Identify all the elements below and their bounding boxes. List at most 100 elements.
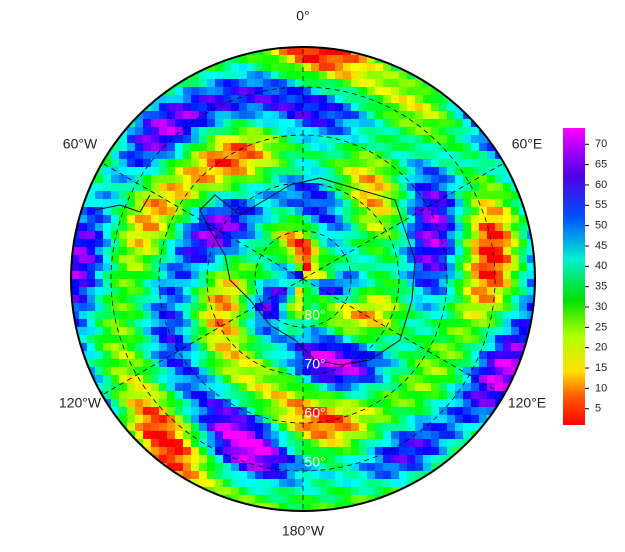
field-cell bbox=[199, 199, 208, 208]
field-cell bbox=[415, 343, 424, 352]
field-cell bbox=[247, 263, 256, 272]
field-cell bbox=[391, 191, 400, 200]
field-cell bbox=[511, 319, 520, 328]
field-cell bbox=[207, 343, 216, 352]
field-cell bbox=[111, 127, 120, 136]
field-cell bbox=[239, 207, 248, 216]
field-cell bbox=[199, 255, 208, 264]
field-cell bbox=[311, 479, 320, 488]
field-cell bbox=[175, 119, 184, 128]
field-cell bbox=[463, 271, 472, 280]
field-cell bbox=[287, 95, 296, 104]
field-cell bbox=[239, 71, 248, 80]
field-cell bbox=[311, 143, 320, 152]
field-cell bbox=[191, 423, 200, 432]
field-cell bbox=[487, 151, 496, 160]
field-cell bbox=[223, 295, 232, 304]
field-cell bbox=[287, 503, 296, 511]
field-cell bbox=[303, 79, 312, 88]
field-cell bbox=[271, 135, 280, 144]
field-cell bbox=[271, 47, 280, 56]
field-cell bbox=[287, 239, 296, 248]
field-cell bbox=[199, 103, 208, 112]
field-cell bbox=[143, 167, 152, 176]
field-cell bbox=[167, 351, 176, 360]
field-cell bbox=[319, 415, 328, 424]
field-cell bbox=[111, 303, 120, 312]
field-cell bbox=[335, 319, 344, 328]
field-cell bbox=[87, 287, 96, 296]
field-cell bbox=[367, 167, 376, 176]
field-cell bbox=[167, 183, 176, 192]
field-cell bbox=[455, 295, 464, 304]
field-cell bbox=[431, 271, 440, 280]
field-cell bbox=[279, 191, 288, 200]
field-cell bbox=[287, 439, 296, 448]
field-cell bbox=[431, 287, 440, 296]
field-cell bbox=[119, 119, 128, 128]
field-cell bbox=[175, 111, 184, 120]
field-cell bbox=[287, 303, 296, 312]
field-cell bbox=[175, 199, 184, 208]
field-cell bbox=[247, 103, 256, 112]
field-cell bbox=[335, 391, 344, 400]
field-cell bbox=[79, 207, 88, 216]
field-cell bbox=[183, 183, 192, 192]
field-cell bbox=[343, 399, 352, 408]
field-cell bbox=[319, 447, 328, 456]
field-cell bbox=[351, 223, 360, 232]
field-cell bbox=[191, 327, 200, 336]
field-cell bbox=[239, 431, 248, 440]
field-cell bbox=[191, 487, 200, 496]
field-cell bbox=[255, 135, 264, 144]
field-cell bbox=[247, 215, 256, 224]
field-cell bbox=[447, 215, 456, 224]
field-cell bbox=[87, 183, 96, 192]
field-cell bbox=[415, 447, 424, 456]
field-cell bbox=[127, 423, 136, 432]
field-cell bbox=[423, 207, 432, 216]
field-cell bbox=[167, 239, 176, 248]
field-cell bbox=[343, 79, 352, 88]
field-cell bbox=[151, 311, 160, 320]
field-cell bbox=[311, 183, 320, 192]
field-cell bbox=[359, 479, 368, 488]
field-cell bbox=[327, 159, 336, 168]
field-cell bbox=[455, 391, 464, 400]
field-cell bbox=[479, 391, 488, 400]
field-cell bbox=[415, 431, 424, 440]
field-cell bbox=[151, 231, 160, 240]
field-cell bbox=[375, 271, 384, 280]
field-cell bbox=[175, 311, 184, 320]
field-cell bbox=[127, 287, 136, 296]
field-cell bbox=[471, 359, 480, 368]
field-cell bbox=[359, 447, 368, 456]
field-cell bbox=[335, 159, 344, 168]
field-cell bbox=[471, 367, 480, 376]
field-cell bbox=[231, 279, 240, 288]
parallel bbox=[206, 182, 400, 376]
field-cell bbox=[199, 367, 208, 376]
field-cell bbox=[383, 159, 392, 168]
field-cell bbox=[167, 295, 176, 304]
field-cell bbox=[319, 431, 328, 440]
field-cell bbox=[399, 375, 408, 384]
field-cell bbox=[311, 231, 320, 240]
field-cell bbox=[407, 359, 416, 368]
field-cell bbox=[463, 407, 472, 416]
field-cell bbox=[183, 247, 192, 256]
field-cell bbox=[463, 247, 472, 256]
field-cell bbox=[407, 319, 416, 328]
field-cell bbox=[391, 431, 400, 440]
field-cell bbox=[127, 335, 136, 344]
field-cell bbox=[327, 495, 336, 504]
field-cell bbox=[375, 79, 384, 88]
field-cell bbox=[303, 271, 312, 280]
field-cell bbox=[175, 479, 184, 488]
field-cell bbox=[287, 367, 296, 376]
field-cell bbox=[343, 247, 352, 256]
field-cell bbox=[279, 255, 288, 264]
field-cell bbox=[143, 207, 152, 216]
field-cell bbox=[207, 239, 216, 248]
field-cell bbox=[135, 159, 144, 168]
